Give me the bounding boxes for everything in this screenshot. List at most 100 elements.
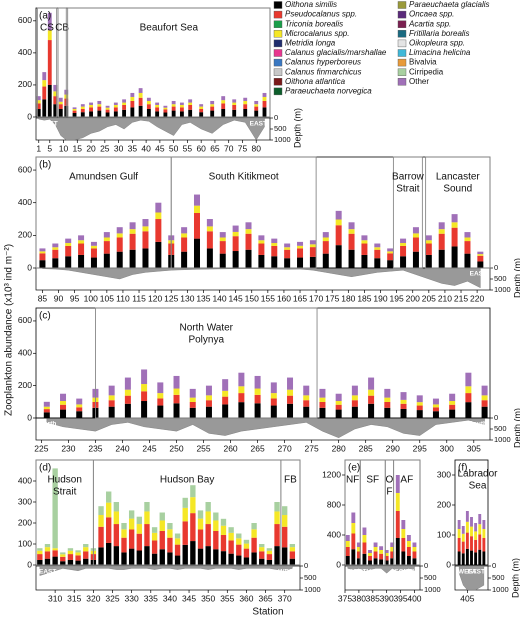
x-tick-label: 150 xyxy=(245,293,259,303)
bar-segment xyxy=(266,554,273,560)
bar-segment xyxy=(182,497,188,508)
bar-segment xyxy=(282,506,288,516)
bar-segment xyxy=(481,400,488,407)
bar-segment xyxy=(197,548,204,565)
bar-segment xyxy=(151,540,158,554)
x-tick-label: 105 xyxy=(100,293,114,303)
bar-segment xyxy=(270,382,277,394)
bar-segment xyxy=(83,547,89,552)
x-tick-label: 315 xyxy=(67,593,81,603)
region-label: SF xyxy=(366,475,379,486)
bar-segment xyxy=(384,401,391,408)
bar-segment xyxy=(44,558,51,565)
bar-segment xyxy=(362,553,367,565)
bar-segment xyxy=(465,532,469,549)
bar-segment xyxy=(113,511,120,525)
bar-segment xyxy=(432,411,439,418)
bar-segment xyxy=(58,101,63,105)
bar-segment xyxy=(181,251,188,268)
y-tick-label: 800 xyxy=(327,499,341,509)
bar-segment xyxy=(138,105,143,117)
bar-segment xyxy=(60,556,66,562)
bar-segment xyxy=(72,110,77,113)
bar-segment xyxy=(303,385,310,396)
bar-segment xyxy=(97,100,102,105)
bar-segment xyxy=(432,404,439,408)
y-tick-label: 300 xyxy=(437,469,451,479)
direction-label: EAST xyxy=(470,271,487,278)
bar-segment xyxy=(76,404,83,408)
bar-segment xyxy=(465,402,472,418)
bar-segment xyxy=(219,253,226,268)
bar-segment xyxy=(309,240,316,245)
bar-segment xyxy=(251,552,257,565)
bar-segment xyxy=(113,104,118,108)
bar-segment xyxy=(90,241,97,246)
y-tick-label: 600 xyxy=(18,164,32,174)
bar-segment xyxy=(144,511,150,525)
bar-segment xyxy=(243,548,250,558)
bar-segment xyxy=(124,403,131,418)
bar-segment xyxy=(259,551,265,559)
bar-segment xyxy=(271,238,278,244)
bar-segment xyxy=(155,241,162,268)
bar-segment xyxy=(465,548,469,565)
bar-segment xyxy=(78,240,85,244)
bar-segment xyxy=(374,243,381,248)
bar-segment xyxy=(395,511,400,538)
depth-tick-label: 0 xyxy=(494,413,498,422)
x-tick-label: 155 xyxy=(261,293,275,303)
bar-segment xyxy=(243,108,248,117)
bar-segment xyxy=(190,513,196,542)
bar-segment xyxy=(390,558,395,565)
bar-segment xyxy=(274,511,280,525)
bathymetry xyxy=(38,117,265,141)
x-tick-label: 175 xyxy=(325,293,339,303)
region-box xyxy=(67,7,271,118)
bar-segment xyxy=(401,538,406,552)
bar-segment xyxy=(266,548,273,551)
bar-segment xyxy=(121,537,127,553)
bar-segment xyxy=(141,384,148,392)
region-box xyxy=(425,156,491,269)
bar-segment xyxy=(319,388,326,398)
bar-segment xyxy=(171,110,176,117)
bar-segment xyxy=(478,534,482,550)
bar-segment xyxy=(254,110,259,117)
bar-segment xyxy=(174,538,181,545)
direction-label: EAST xyxy=(250,121,267,128)
direction-label: EAST xyxy=(39,569,56,576)
bar-segment xyxy=(205,406,212,418)
bar-segment xyxy=(205,400,212,407)
bar-segment xyxy=(228,553,234,565)
legend-swatch xyxy=(273,78,283,86)
bar-segment xyxy=(368,556,372,561)
bar-segment xyxy=(400,408,407,418)
bar-segment xyxy=(243,104,248,109)
x-tick-label: 95 xyxy=(70,293,80,303)
bar-segment xyxy=(361,235,368,241)
bar-segment xyxy=(138,92,143,98)
bar-segment xyxy=(335,219,342,226)
bar-segment xyxy=(457,538,461,552)
bar-segment xyxy=(400,238,407,244)
bar-segment xyxy=(108,395,115,401)
y-tick-label: 0 xyxy=(27,412,32,422)
bar-segment xyxy=(193,238,200,268)
bar-segment xyxy=(163,105,168,108)
bar-segment xyxy=(297,245,304,249)
bar-segment xyxy=(297,257,304,268)
region-label: Beaufort Sea xyxy=(140,23,199,34)
bar-segment xyxy=(361,243,368,255)
x-tick-label: 65 xyxy=(210,143,220,153)
panel-label: (f) xyxy=(458,463,467,474)
bar-segment xyxy=(335,393,342,402)
depth-tick-label: 1000 xyxy=(492,585,509,594)
x-tick-label: 185 xyxy=(357,293,371,303)
bar-segment xyxy=(438,222,445,230)
bar-segment xyxy=(52,243,59,248)
bar-segment xyxy=(130,107,135,117)
region-box xyxy=(392,156,423,269)
bar-segment xyxy=(53,84,58,92)
bar-segment xyxy=(362,542,367,554)
